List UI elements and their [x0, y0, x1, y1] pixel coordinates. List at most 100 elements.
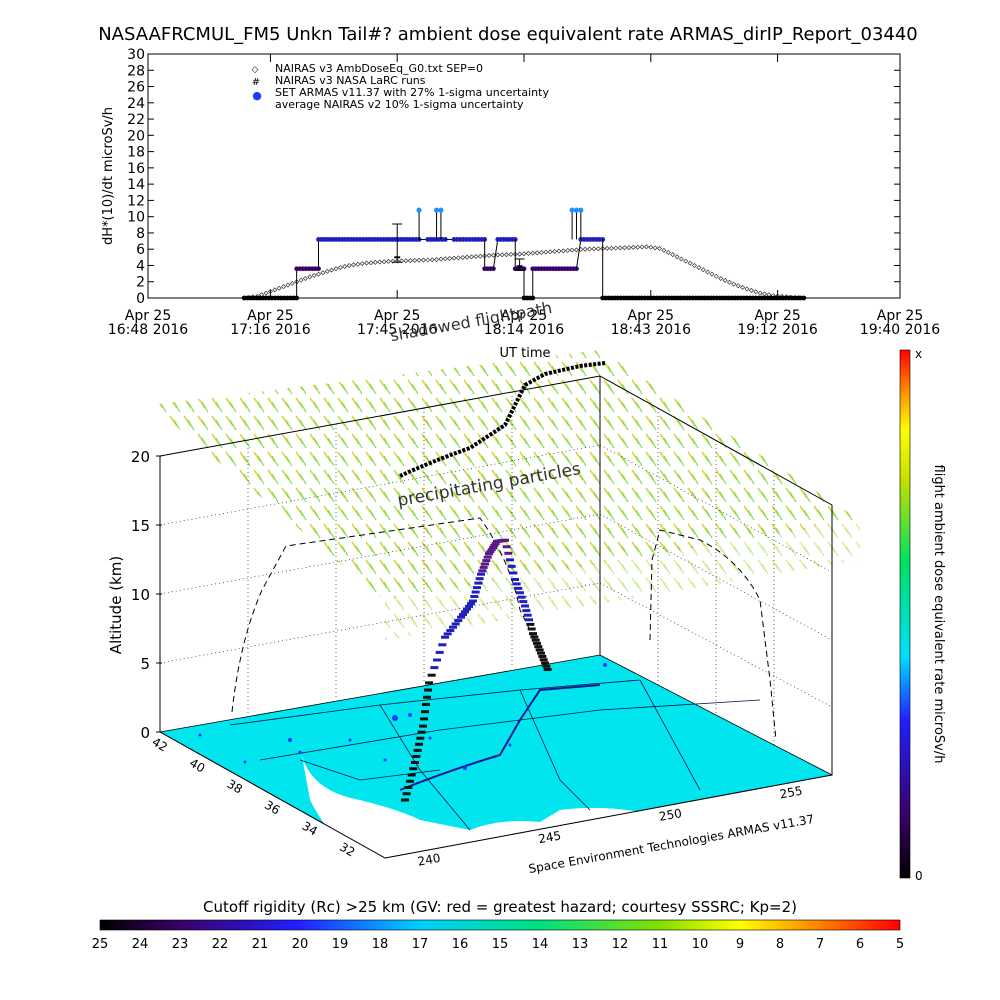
nairas-point [608, 245, 614, 251]
flight-path-point [507, 564, 516, 568]
nairas-point [538, 249, 544, 255]
nairas-point [652, 245, 658, 251]
nairas-point [613, 245, 619, 251]
legend-label-3: average NAIRAS v2 10% 1-sigma uncertaint… [275, 98, 524, 111]
nairas-point [670, 252, 676, 258]
rc-tick-label: 18 [372, 937, 389, 952]
rc-tick-label: 20 [292, 937, 309, 952]
longitude-tick-label: 255 [779, 784, 804, 802]
nairas-point [718, 275, 724, 281]
flight-path-point [463, 607, 471, 611]
y-tick-label: 0 [136, 291, 145, 307]
nairas-point [525, 250, 531, 256]
nairas-point [696, 265, 702, 271]
nairas-point [565, 248, 571, 253]
armas-peak-point [573, 207, 580, 213]
colorbar-bottom-label: 0 [915, 869, 923, 883]
colorbar-top-label: x [915, 347, 922, 361]
x-tick-label-date: Apr 25 [754, 308, 800, 324]
nairas-point [346, 262, 352, 268]
nairas-point [477, 253, 483, 259]
nairas-point [342, 264, 348, 270]
x-tick-label-time: 19:40 2016 [860, 322, 941, 338]
nairas-point [434, 256, 440, 262]
flight-path-point [419, 724, 427, 728]
nairas-point [285, 282, 291, 288]
nairas-point [490, 252, 496, 258]
nairas-point [587, 246, 593, 252]
flight-path-point [478, 569, 487, 573]
flight-path-point [435, 650, 444, 654]
z-axis-label: Altitude (km) [107, 556, 125, 654]
nairas-point [674, 254, 680, 260]
nairas-point [604, 245, 610, 251]
flight-path-point [482, 559, 491, 563]
armas-connector [575, 239, 582, 269]
nairas-point [753, 289, 759, 295]
nairas-point [425, 257, 431, 263]
nairas-point [569, 247, 575, 253]
altitude-tick-label: 0 [140, 724, 150, 742]
flight-path-point [519, 600, 528, 604]
legend: ◇ NAIRAS v3 AmbDoseEq_G0.txt SEP=0 # NAI… [252, 62, 550, 111]
rc-tick-label: 7 [816, 937, 824, 952]
flight-path-point [474, 581, 483, 585]
nairas-point [390, 258, 396, 264]
nairas-point [740, 284, 746, 290]
x-tick-label-time: 16:48 2016 [108, 322, 189, 338]
flight-path-point [490, 544, 499, 548]
flight-path-point [537, 651, 545, 655]
nairas-point [530, 250, 536, 256]
flight-path-point [457, 615, 465, 619]
flight-path-point [443, 632, 452, 636]
flight-path-point [417, 730, 426, 734]
nairas-point [307, 274, 313, 280]
legend-label-2: SET ARMAS v11.37 with 27% 1-sigma uncert… [275, 86, 549, 99]
nairas-point [412, 257, 418, 263]
flight-path-point [409, 767, 418, 771]
flight-path-point [471, 590, 480, 594]
rc-tick-label: 9 [736, 937, 744, 952]
flight-path-point [475, 577, 484, 581]
flight-path-point [517, 595, 526, 599]
flight-path-point [511, 578, 519, 581]
nairas-point [726, 279, 732, 285]
flight-path-point [541, 661, 549, 665]
nairas-point [263, 290, 269, 296]
nairas-point [416, 257, 422, 263]
nairas-point [276, 285, 282, 291]
y-tick-label: 10 [127, 210, 145, 226]
latitude-ticks: 42 40 38 36 34 32 [150, 735, 358, 860]
armas-series [241, 207, 807, 301]
cutoff-caption: Cutoff rigidity (Rc) >25 km (GV: red = g… [203, 898, 797, 916]
nairas-point [595, 246, 601, 252]
nairas-point [359, 261, 365, 267]
x-tick-label-date: Apr 25 [877, 308, 923, 324]
flight-path-point [451, 622, 460, 626]
latitude-tick-label: 36 [262, 798, 282, 818]
flight-path-point [486, 550, 495, 554]
armas-peak-point [433, 207, 440, 213]
flight-path-point [461, 610, 469, 614]
flight-path-point [479, 565, 488, 569]
nairas-point [617, 245, 623, 251]
nairas-point [713, 273, 719, 279]
y-axis-label: dH*(10)/dt microSv/h [101, 107, 116, 245]
nairas-point [272, 287, 278, 293]
nairas-point [298, 277, 304, 283]
y-tick-label: 2 [136, 275, 145, 291]
y-tick-label: 28 [127, 63, 145, 79]
nairas-point [399, 258, 405, 264]
flight-path-point [483, 555, 492, 559]
longitude-tick-label: 250 [658, 806, 683, 824]
x-axis-label: UT time [500, 346, 551, 361]
flight-path-point [459, 613, 467, 616]
flight-path-point [430, 666, 439, 670]
shadowed-flightpath [399, 361, 606, 478]
y-tick-label: 16 [127, 161, 145, 177]
rc-tick-label: 13 [572, 937, 589, 952]
nairas-point [311, 273, 317, 278]
